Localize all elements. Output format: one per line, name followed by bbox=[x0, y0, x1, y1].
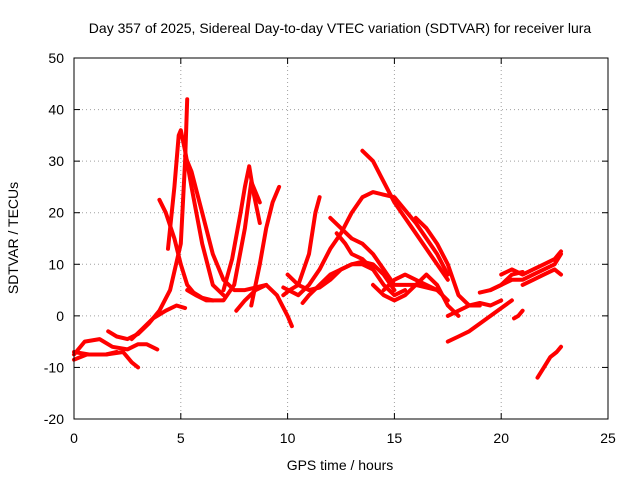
series-track-08 bbox=[183, 154, 269, 293]
y-tick-label: 50 bbox=[48, 50, 64, 66]
series-track-29 bbox=[520, 267, 563, 287]
series-track-11 bbox=[234, 282, 294, 329]
series-track-16 bbox=[300, 262, 375, 305]
series-track-03 bbox=[72, 350, 119, 357]
series-track-12 bbox=[249, 184, 282, 308]
chart-title: Day 357 of 2025, Sidereal Day-to-day VTE… bbox=[89, 20, 592, 36]
series-track-01 bbox=[72, 337, 160, 357]
y-tick-label: 20 bbox=[48, 205, 64, 221]
series-track-10 bbox=[221, 164, 262, 293]
series-track-04 bbox=[106, 97, 190, 342]
series-track-22 bbox=[413, 215, 482, 308]
series-track-17 bbox=[328, 215, 450, 303]
series-track-05 bbox=[129, 303, 188, 342]
series-track-09 bbox=[185, 179, 262, 303]
data-series bbox=[72, 97, 563, 380]
x-tick-label: 5 bbox=[177, 430, 185, 446]
series-track-24 bbox=[445, 298, 514, 344]
y-tick-label: 40 bbox=[48, 102, 64, 118]
series-track-30 bbox=[535, 344, 563, 380]
x-tick-label: 15 bbox=[387, 430, 403, 446]
series-track-28 bbox=[499, 249, 563, 277]
series-track-14 bbox=[281, 190, 450, 298]
series-track-26 bbox=[488, 252, 563, 293]
y-tick-label: 30 bbox=[48, 153, 64, 169]
y-tick-label: 10 bbox=[48, 256, 64, 272]
x-tick-label: 20 bbox=[493, 430, 509, 446]
series-track-19 bbox=[360, 148, 450, 282]
series-track-07 bbox=[166, 128, 226, 298]
x-axis-label: GPS time / hours bbox=[287, 457, 394, 473]
plot-frame bbox=[73, 57, 609, 420]
x-tick-label: 25 bbox=[600, 430, 616, 446]
x-tick-label: 0 bbox=[70, 430, 78, 446]
series-track-21 bbox=[371, 272, 461, 318]
y-axis-label: SDTVAR / TECUs bbox=[5, 182, 21, 294]
y-tick-label: 0 bbox=[56, 308, 64, 324]
series-track-15 bbox=[285, 195, 322, 287]
x-tick-label: 10 bbox=[280, 430, 296, 446]
y-tick-label: -20 bbox=[44, 411, 64, 427]
series-track-23 bbox=[445, 298, 504, 318]
series-track-18 bbox=[334, 231, 408, 298]
y-tick-label: -10 bbox=[44, 359, 64, 375]
series-track-27 bbox=[512, 308, 525, 321]
series-track-20 bbox=[381, 272, 440, 293]
axis-ticks: 0 5 10 15 20 25 -20 -10 0 10 20 30 40 50 bbox=[44, 50, 616, 446]
